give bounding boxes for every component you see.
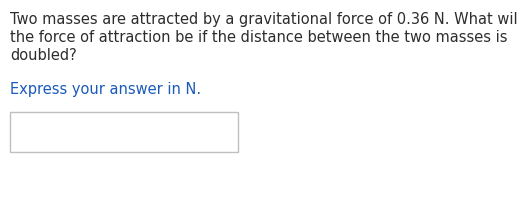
Text: the force of attraction be if the distance between the two masses is: the force of attraction be if the distan… [10, 30, 508, 45]
Text: doubled?: doubled? [10, 48, 77, 63]
FancyBboxPatch shape [10, 112, 238, 152]
Text: Two masses are attracted by a gravitational force of 0.36 N. What will: Two masses are attracted by a gravitatio… [10, 12, 517, 27]
Text: Express your answer in N.: Express your answer in N. [10, 82, 201, 97]
